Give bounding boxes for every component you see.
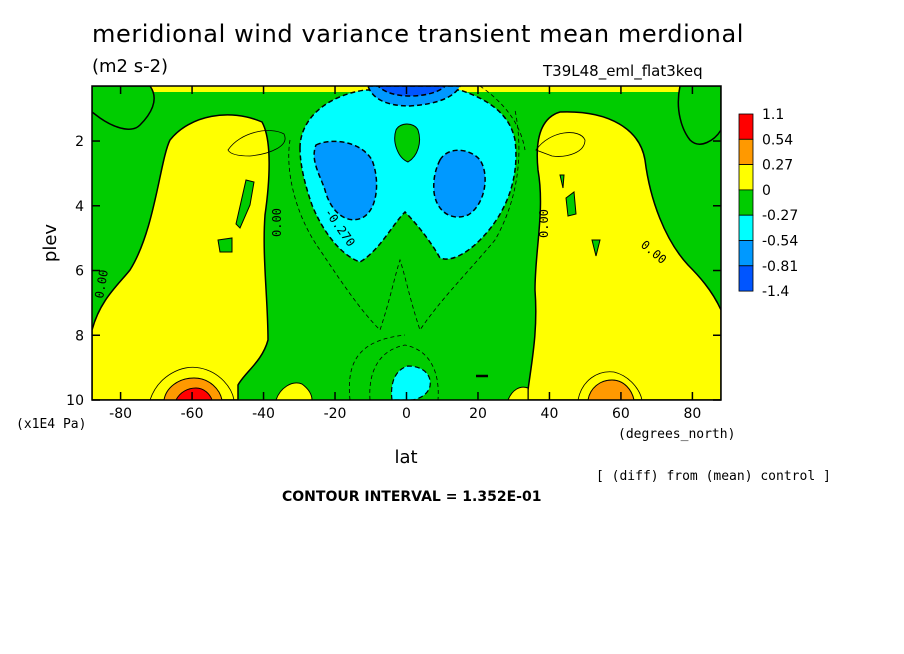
colorbar-label: 0.27 [762, 158, 793, 174]
field-darkblue-top [376, 86, 446, 97]
field-blue-right [433, 149, 486, 218]
field-yellow-north [527, 111, 721, 400]
chart-units: (m2 s-2) [92, 56, 169, 77]
dashed-contours [288, 86, 526, 400]
colorbar-label: -1.4 [762, 284, 789, 300]
colorbar-label: 0.54 [762, 132, 793, 148]
x-tick-label: 0 [402, 406, 411, 422]
x-axis-title: lat [394, 447, 417, 468]
colorbar-swatch [738, 265, 754, 292]
y-tick-label: 2 [75, 134, 84, 150]
diff-note: [ (diff) from (mean) control ] [596, 469, 831, 484]
y-tick-label: 10 [66, 393, 84, 409]
colorbar-label: 0 [762, 183, 771, 199]
island-green-3 [565, 191, 577, 217]
colorbar: 1.1 0.54 0.27 0 -0.27 -0.54 -0.81 -1.4 [738, 107, 798, 300]
edge-green-south [92, 86, 155, 130]
plot-area [92, 86, 721, 400]
y-tick-label: 6 [75, 264, 84, 280]
island-green-1 [217, 237, 233, 253]
colorbar-swatch [738, 240, 754, 267]
island-green-5 [559, 174, 565, 189]
colorbar-label: -0.54 [762, 234, 798, 250]
field-red-south [175, 387, 213, 400]
x-tick-label: -40 [252, 406, 275, 422]
field-yellow-cell-2 [507, 386, 529, 400]
colorbar-swatch [738, 113, 754, 140]
y-tick-label: 4 [75, 199, 84, 215]
contour-label: 0.00 [270, 208, 284, 237]
colorbar-label: -0.27 [762, 208, 798, 224]
field-cyan-surface [390, 365, 431, 400]
field-yellow-south [92, 114, 270, 400]
field-yellow-cell-1 [275, 382, 313, 400]
axes: -80 -60 -40 -20 0 20 40 60 80 2 4 6 8 10 lat plev (degre… [16, 86, 735, 468]
x-tick-label: 40 [541, 406, 559, 422]
colorbar-swatch [738, 189, 754, 216]
field-orange-north [587, 379, 635, 400]
x-tick-label: -80 [109, 406, 132, 422]
thin-contours [149, 130, 643, 400]
x-tick-label: 80 [683, 406, 701, 422]
x-tick-label: -60 [181, 406, 204, 422]
island-green-2 [235, 179, 255, 229]
y-tick-label: 8 [75, 328, 84, 344]
island-green-4 [591, 239, 601, 257]
colorbar-label: -0.81 [762, 259, 798, 275]
colorbar-swatch [738, 214, 754, 241]
colorbar-swatch [738, 138, 754, 166]
colorbar-label: 1.1 [762, 107, 784, 123]
contour-label: 0.00 [537, 209, 551, 238]
y-axis-units: (x1E4 Pa) [16, 417, 86, 432]
contour-interval: CONTOUR INTERVAL = 1.352E-01 [282, 489, 542, 505]
chart-title: meridional wind variance transient mean … [92, 20, 745, 48]
field-blue-left [313, 140, 378, 221]
run-name: T39L48_eml_flat3keq [543, 62, 703, 80]
x-axis-units: (degrees_north) [618, 427, 735, 442]
colorbar-swatch [738, 164, 754, 191]
x-tick-label: -20 [324, 406, 347, 422]
island-green-center [394, 123, 421, 163]
edge-green-north [677, 86, 721, 145]
x-tick-label: 20 [469, 406, 487, 422]
contour-label: 0.00 [92, 269, 111, 300]
x-tick-label: 60 [612, 406, 630, 422]
y-axis-title: plev [40, 224, 61, 263]
